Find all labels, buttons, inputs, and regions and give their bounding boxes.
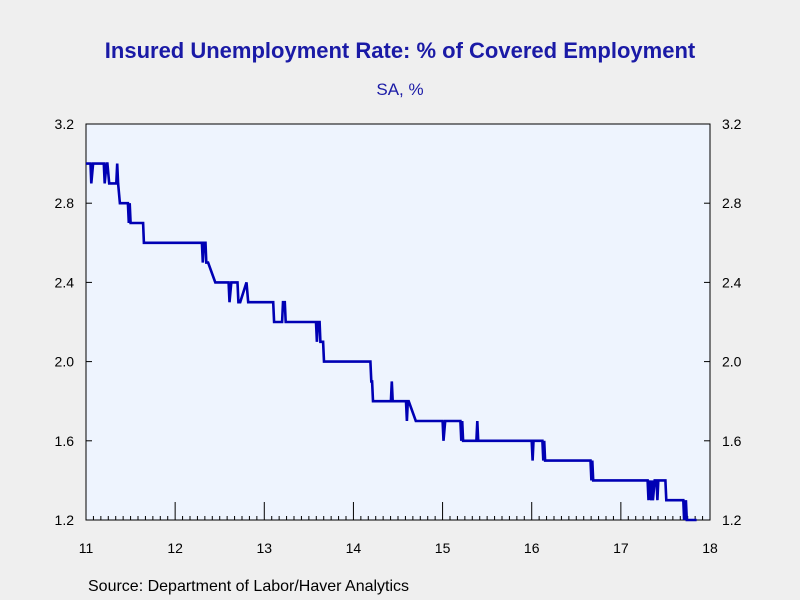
- chart-title: Insured Unemployment Rate: % of Covered …: [104, 38, 696, 63]
- source-note: Source: Department of Labor/Haver Analyt…: [88, 578, 410, 595]
- plot-area: [85, 123, 711, 521]
- tick-labels: 1.2 1.2 1.6 1.6 2.0 2.0 2.4 2.4 2.8 2.8 3.2 3.2 11 12…: [55, 116, 742, 556]
- y-tick-label-left: 2.8: [55, 195, 75, 211]
- x-tick-label: 11: [79, 540, 94, 556]
- y-tick-label-right: 2.0: [722, 354, 742, 370]
- y-tick-label-left: 3.2: [55, 116, 75, 132]
- y-tick-label-right: 3.2: [722, 116, 742, 132]
- y-tick-label-right: 2.4: [722, 274, 742, 290]
- y-tick-label-left: 1.6: [55, 433, 75, 449]
- axis-ticks: [85, 123, 711, 521]
- x-tick-label: 15: [435, 540, 451, 556]
- y-tick-label-left: 1.2: [55, 512, 75, 528]
- y-tick-label-left: 2.0: [55, 354, 75, 370]
- x-tick-label: 12: [167, 540, 183, 556]
- y-tick-label-right: 1.2: [722, 512, 742, 528]
- x-tick-label: 18: [702, 540, 718, 556]
- x-tick-label: 13: [256, 540, 272, 556]
- x-tick-label: 17: [613, 540, 629, 556]
- y-tick-label-right: 1.6: [722, 433, 742, 449]
- chart-subtitle: SA, %: [376, 80, 424, 99]
- x-tick-label: 14: [346, 540, 362, 556]
- y-tick-label-left: 2.4: [55, 274, 75, 290]
- series-line: [86, 162, 697, 522]
- y-tick-label-right: 2.8: [722, 195, 742, 211]
- x-tick-label: 16: [524, 540, 540, 556]
- series-group: [86, 162, 697, 522]
